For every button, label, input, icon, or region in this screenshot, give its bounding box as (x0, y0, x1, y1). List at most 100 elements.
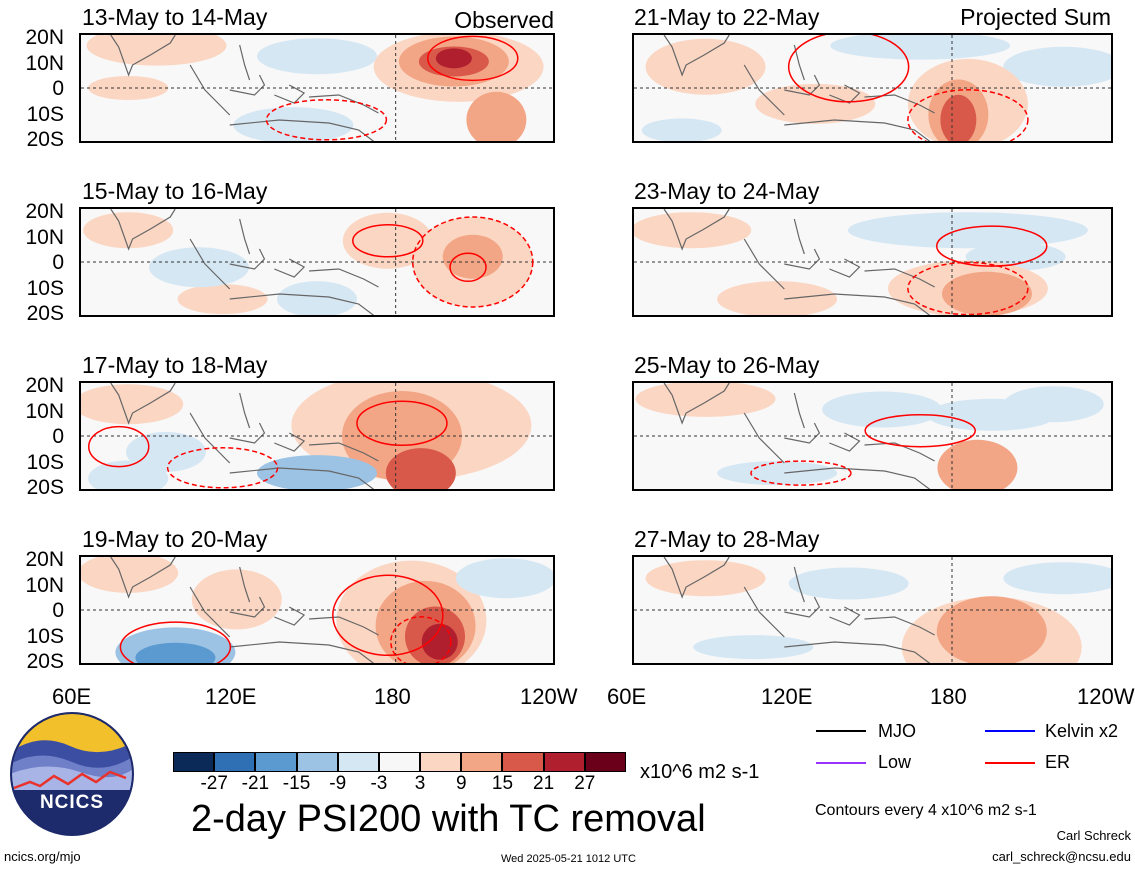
field-anomaly (135, 642, 216, 663)
map-field (634, 383, 1111, 489)
colorbar-tick-label: 3 (414, 773, 426, 794)
colorbar-tick-label: 15 (491, 773, 514, 794)
field-anomaly (466, 91, 527, 141)
er-contour (907, 261, 1029, 315)
er-contour (352, 224, 424, 258)
colorbar-swatch (584, 752, 626, 772)
map-panel-8 (632, 555, 1113, 665)
panel-title-2: 21-May to 22-May (634, 4, 820, 30)
lat-label: 10N (25, 52, 64, 75)
lon-label-left: 60E (52, 684, 92, 709)
legend-line-kelvin (985, 730, 1035, 732)
ncics-logo: NCICS (10, 712, 134, 836)
legend-label-low: Low (878, 752, 912, 772)
field-anomaly (788, 567, 909, 600)
panel-title-6: 25-May to 26-May (634, 352, 820, 378)
map-field (634, 35, 1111, 141)
map-panel-3 (79, 207, 555, 317)
field-anomaly (634, 212, 752, 249)
lon-label-right: 180 (930, 684, 967, 709)
field-anomaly (191, 569, 282, 630)
colorbar-tick-label: 9 (455, 773, 467, 794)
er-contour (356, 400, 448, 447)
er-contour (449, 252, 487, 283)
field-anomaly (693, 635, 814, 660)
field-anomaly (83, 212, 174, 249)
field-anomaly (1003, 46, 1111, 87)
panel-title-4: 23-May to 24-May (634, 178, 820, 204)
panel-tag-observed: Observed (454, 7, 554, 33)
panel-title-8: 27-May to 28-May (634, 526, 820, 552)
field-anomaly (717, 281, 838, 315)
coastline (110, 209, 379, 315)
field-anomaly (830, 35, 1011, 60)
colorbar-swatch (337, 752, 379, 772)
lat-label: 0 (52, 599, 64, 622)
map-panel-2 (632, 33, 1113, 143)
map-field (81, 35, 553, 141)
logo-text: NCICS (39, 792, 105, 813)
field-anomaly (936, 596, 1047, 663)
map-field (81, 209, 553, 315)
er-contour (88, 425, 150, 468)
legend-line-mjo (816, 730, 866, 732)
colorbar-swatch (214, 752, 256, 772)
colorbar-tick-label: 27 (574, 773, 596, 794)
field-anomaly (1003, 562, 1111, 595)
panel-tag-projected: Projected Sum (960, 4, 1111, 30)
coastline (663, 383, 935, 489)
lon-label-right: 120W (1077, 684, 1135, 709)
field-anomaly (1003, 386, 1104, 423)
panel-title-3: 15-May to 16-May (82, 178, 268, 204)
field-anomaly (755, 83, 876, 124)
legend-line-low (816, 762, 866, 764)
er-contour (390, 616, 452, 663)
lon-label-left: 180 (374, 684, 411, 709)
map-panel-4 (632, 207, 1113, 317)
er-contour (750, 460, 852, 486)
field-anomaly (455, 558, 553, 599)
field-anomaly (635, 383, 776, 417)
er-contour (332, 574, 444, 657)
map-panel-6 (632, 381, 1113, 491)
er-contour (936, 225, 1048, 267)
lat-label: 20N (25, 200, 64, 223)
field-anomaly (385, 448, 456, 489)
field-anomaly (645, 560, 766, 597)
coastline (110, 383, 379, 489)
field-anomaly (125, 431, 206, 472)
field-anomaly (81, 557, 179, 593)
lat-label: 20S (26, 476, 64, 499)
coastline (663, 557, 935, 663)
lat-label: 20N (25, 26, 64, 49)
field-anomaly (435, 48, 472, 69)
field-anomaly (442, 234, 503, 279)
field-anomaly (233, 107, 354, 141)
er-contour (119, 621, 232, 663)
colorbar-tick-label: 21 (533, 773, 555, 794)
legend-label-mjo: MJO (878, 721, 916, 741)
map-panel-5 (79, 381, 555, 491)
footer-email: carl_schreck@ncsu.edu (992, 849, 1131, 864)
er-contour (787, 35, 910, 103)
lat-label: 10N (25, 400, 64, 423)
lat-label: 20N (25, 548, 64, 571)
field-anomaly (257, 455, 377, 489)
field-anomaly (847, 212, 1088, 249)
er-contour (907, 89, 1029, 141)
er-contour (412, 216, 534, 308)
lon-label-right: 120E (761, 684, 813, 709)
field-anomaly (937, 439, 1018, 489)
colorbar-tick-label: -3 (370, 773, 388, 794)
footer-url: ncics.org/mjo (4, 849, 81, 864)
map-field (634, 557, 1111, 663)
field-anomaly (177, 284, 268, 315)
map-panel-1 (79, 33, 555, 143)
contour-note: Contours every 4 x10^6 m2 s-1 (815, 802, 1037, 819)
panel-title-5: 17-May to 18-May (82, 352, 268, 378)
coastline (110, 557, 379, 663)
lat-label: 0 (52, 251, 64, 274)
field-anomaly (641, 118, 722, 141)
colorbar-swatch (502, 752, 544, 772)
